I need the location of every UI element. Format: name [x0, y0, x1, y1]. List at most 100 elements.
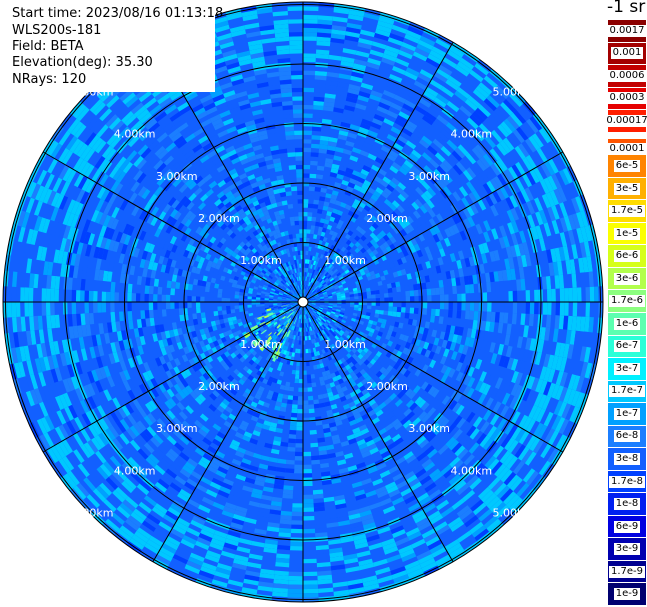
- ppi-cell: [292, 294, 297, 298]
- ppi-cell: [287, 280, 292, 285]
- ppi-cell: [355, 371, 363, 379]
- ppi-cell: [382, 284, 388, 290]
- ppi-cell: [213, 311, 219, 317]
- ppi-cell: [478, 302, 483, 312]
- ppi-cell: [308, 186, 316, 192]
- ppi-cell: [296, 285, 299, 290]
- ppi-cell: [328, 202, 335, 209]
- ppi-cell: [219, 332, 225, 339]
- ppi-cell: [257, 355, 263, 361]
- ppi-cell: [399, 333, 405, 341]
- ppi-cell: [306, 225, 312, 230]
- ppi-cell: [303, 242, 307, 247]
- ppi-cell: [230, 309, 236, 314]
- ppi-cell: [381, 202, 389, 210]
- ppi-cell: [261, 312, 267, 316]
- ppi-cell: [191, 223, 199, 232]
- ppi-cell: [340, 346, 346, 352]
- ppi-cell: [490, 311, 496, 323]
- ppi-cell: [435, 265, 442, 274]
- ppi-cell: [207, 260, 213, 267]
- ppi-cell: [256, 321, 261, 326]
- ppi-cell: [135, 293, 141, 302]
- ppi-cell: [257, 237, 264, 244]
- ppi-cell: [332, 294, 337, 298]
- ppi-cell: [250, 401, 258, 408]
- ppi-cell: [292, 326, 296, 331]
- ppi-cell: [280, 402, 287, 408]
- ppi-cell: [251, 296, 257, 300]
- ppi-cell: [273, 295, 278, 298]
- ppi-cell: [310, 296, 315, 299]
- ppi-cell: [336, 327, 342, 332]
- ppi-cell: [315, 328, 319, 334]
- ppi-cell: [310, 374, 316, 379]
- ppi-cell: [227, 402, 236, 410]
- ppi-cell: [342, 175, 351, 182]
- ppi-cell: [308, 190, 315, 196]
- ppi-cell: [430, 288, 436, 296]
- ppi-cell: [337, 378, 344, 385]
- ppi-cell: [235, 284, 241, 289]
- ppi-cell: [123, 302, 128, 312]
- ppi-cell: [339, 202, 347, 208]
- ppi-cell: [412, 345, 419, 353]
- ppi-cell: [296, 186, 303, 191]
- ppi-cell: [353, 307, 359, 311]
- ppi-cell: [373, 329, 379, 336]
- ppi-cell: [285, 337, 290, 342]
- ppi-cell: [319, 326, 324, 331]
- ppi-cell: [309, 293, 314, 297]
- ppi-cell: [379, 271, 385, 277]
- ppi-cell: [276, 201, 283, 207]
- ppi-cell: [325, 440, 334, 446]
- ppi-cell: [206, 218, 214, 227]
- ppi-cell: [184, 235, 192, 244]
- ppi-cell: [359, 187, 368, 195]
- ppi-cell: [224, 190, 233, 198]
- ppi-cell: [332, 208, 339, 214]
- ppi-cell: [410, 237, 418, 246]
- ppi-cell: [281, 297, 287, 300]
- ppi-cell: [336, 388, 344, 394]
- ppi-cell: [365, 406, 373, 414]
- ppi-cell: [373, 395, 382, 403]
- ppi-cell: [401, 302, 406, 308]
- ppi-cell: [269, 422, 278, 428]
- ppi-cell: [303, 190, 309, 195]
- ppi-cell: [252, 186, 260, 193]
- ppi-cell: [101, 302, 107, 313]
- ppi-cell: [482, 302, 488, 312]
- ppi-cell: [259, 271, 265, 277]
- ppi-cell: [379, 230, 387, 238]
- ppi-cell: [316, 165, 325, 171]
- ppi-cell: [409, 290, 415, 297]
- ppi-cell: [436, 241, 443, 250]
- ppi-cell: [380, 179, 389, 188]
- ppi-cell: [307, 378, 312, 384]
- ppi-cell: [230, 352, 237, 359]
- ppi-cell: [284, 472, 294, 478]
- ppi-cell: [392, 226, 401, 234]
- ppi-cell: [406, 239, 414, 248]
- ppi-cell: [386, 411, 395, 420]
- ppi-cell: [303, 74, 315, 80]
- ppi-cell: [312, 290, 317, 294]
- ppi-cell: [188, 213, 197, 222]
- ppi-cell: [366, 291, 372, 296]
- ppi-cell: [97, 302, 102, 313]
- ppi-cell: [308, 408, 315, 414]
- ppi-cell: [487, 292, 492, 302]
- ppi-cell: [321, 349, 326, 354]
- ppi-cell: [306, 290, 309, 295]
- ppi-cell: [294, 331, 297, 336]
- ppi-cell: [278, 294, 283, 297]
- ppi-cell: [350, 423, 359, 430]
- ppi-cell: [355, 435, 364, 442]
- ppi-cell: [247, 307, 253, 311]
- ppi-cell: [279, 290, 284, 294]
- ppi-cell: [268, 426, 277, 432]
- ppi-cell: [314, 527, 328, 534]
- ppi-cell: [177, 213, 186, 223]
- ppi-cell: [209, 221, 217, 230]
